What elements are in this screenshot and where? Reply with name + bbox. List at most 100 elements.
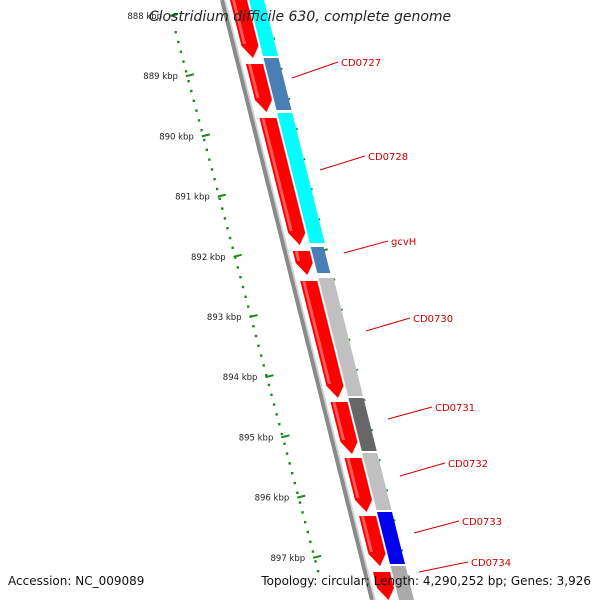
tick-dot bbox=[285, 452, 289, 455]
tick-label: 888 kbp bbox=[127, 12, 162, 22]
tick-dot bbox=[226, 227, 229, 230]
tick-dot bbox=[234, 256, 237, 259]
tick-dot bbox=[244, 295, 247, 298]
tick-dot bbox=[293, 481, 297, 485]
red-cds-arrow bbox=[292, 251, 313, 275]
tick-dot bbox=[278, 423, 281, 426]
tick-dot bbox=[218, 197, 221, 200]
tick-dot bbox=[215, 187, 219, 191]
gloss-strip bbox=[346, 458, 360, 498]
tick-dot bbox=[291, 472, 294, 475]
tick-dot bbox=[275, 413, 278, 416]
tick-dot bbox=[301, 511, 304, 514]
major-tick bbox=[312, 554, 322, 559]
topology-value: circular bbox=[321, 574, 366, 588]
tick-dot bbox=[213, 178, 216, 181]
tick-dot bbox=[270, 393, 273, 396]
accession-value: NC_009089 bbox=[75, 574, 145, 588]
tick-dot bbox=[296, 491, 299, 494]
major-tick bbox=[233, 253, 242, 258]
gloss-strip bbox=[232, 0, 246, 44]
tick-dot bbox=[262, 364, 265, 367]
tick-dot bbox=[306, 530, 309, 534]
tick-dot bbox=[174, 31, 177, 34]
label-leader bbox=[291, 61, 339, 79]
major-tick bbox=[249, 314, 258, 318]
gene-label: CD0734 bbox=[471, 558, 511, 569]
tick-dot bbox=[182, 60, 185, 63]
genome-summary: Topology: circular; Length: 4,290,252 bp… bbox=[261, 574, 591, 588]
tick-dot bbox=[280, 432, 284, 436]
blue-feature bbox=[377, 512, 405, 564]
tick-dot bbox=[298, 501, 302, 504]
major-tick bbox=[297, 494, 306, 499]
major-tick bbox=[217, 193, 226, 198]
red-cds-arrow bbox=[246, 64, 272, 112]
gloss-strip bbox=[248, 64, 260, 98]
tick-dot bbox=[309, 540, 312, 543]
red-cds-arrow bbox=[300, 281, 344, 398]
tick-dot bbox=[314, 560, 317, 563]
tick-dot bbox=[203, 138, 206, 142]
red-cds-arrow bbox=[230, 0, 259, 58]
tick-dot bbox=[192, 99, 196, 102]
tick-dots bbox=[174, 31, 320, 573]
steelblue-feature bbox=[310, 247, 331, 273]
tick-dot bbox=[195, 109, 198, 112]
gloss-strip bbox=[294, 251, 301, 261]
tick-dot bbox=[259, 354, 263, 357]
tick-dot bbox=[177, 40, 180, 44]
label-leader bbox=[413, 520, 460, 534]
major-tick bbox=[281, 434, 290, 439]
red-cds-arrow bbox=[344, 458, 372, 512]
tick-dot bbox=[223, 217, 227, 220]
steelblue-feature bbox=[263, 58, 292, 110]
gray-feature bbox=[390, 566, 414, 600]
tick-dot bbox=[303, 521, 307, 524]
genes-value: 3,926 bbox=[556, 574, 591, 588]
tick-dot bbox=[228, 236, 232, 240]
major-tick bbox=[201, 133, 211, 138]
tick-label: 896 kbp bbox=[255, 494, 290, 504]
label-leader bbox=[418, 561, 469, 573]
length-label: Length: bbox=[373, 574, 420, 588]
red-cds-arrow bbox=[330, 402, 358, 454]
genes-label: Genes: bbox=[510, 574, 553, 588]
tick-dot bbox=[208, 158, 211, 161]
cyan-feature bbox=[249, 0, 278, 56]
length-value: 4,290,252 bp bbox=[422, 574, 503, 588]
tick-dot bbox=[210, 168, 214, 171]
tick-dot bbox=[241, 285, 245, 289]
tick-dot bbox=[311, 550, 315, 553]
major-tick bbox=[185, 73, 195, 78]
tick-dot bbox=[179, 50, 183, 53]
label-leader bbox=[343, 240, 389, 254]
tick-dot bbox=[288, 462, 291, 465]
gloss-strip bbox=[261, 118, 293, 231]
tick-dot bbox=[190, 89, 193, 93]
tick-label: 891 kbp bbox=[175, 193, 210, 203]
tick-dot bbox=[221, 207, 224, 210]
darkgray-feature bbox=[348, 398, 377, 451]
cyan-feature bbox=[277, 113, 325, 243]
gene-labels: CD0727 CD0728 gcvH CD0730 CD0731 CD0732 CD0733… bbox=[291, 58, 511, 573]
gene-label: CD0730 bbox=[413, 314, 453, 325]
tick-dot bbox=[272, 403, 276, 406]
topology-label: Topology: bbox=[261, 574, 318, 588]
label-leader bbox=[399, 462, 446, 477]
tick-dot bbox=[200, 129, 203, 132]
tick-dot bbox=[236, 266, 240, 269]
gene-label: gcvH bbox=[391, 237, 416, 248]
major-tick bbox=[169, 13, 179, 17]
gene-label: CD0728 bbox=[368, 152, 408, 163]
tick-label: 894 kbp bbox=[223, 373, 258, 383]
gene-label: CD0727 bbox=[341, 58, 381, 69]
tick-dot bbox=[252, 325, 255, 328]
tick-dot bbox=[283, 442, 286, 445]
accession-label: Accession: bbox=[8, 574, 72, 588]
tick-dot bbox=[316, 570, 320, 573]
tick-dot bbox=[254, 334, 258, 338]
red-cds-arrow bbox=[373, 572, 394, 600]
lightgray-feature bbox=[318, 278, 363, 396]
